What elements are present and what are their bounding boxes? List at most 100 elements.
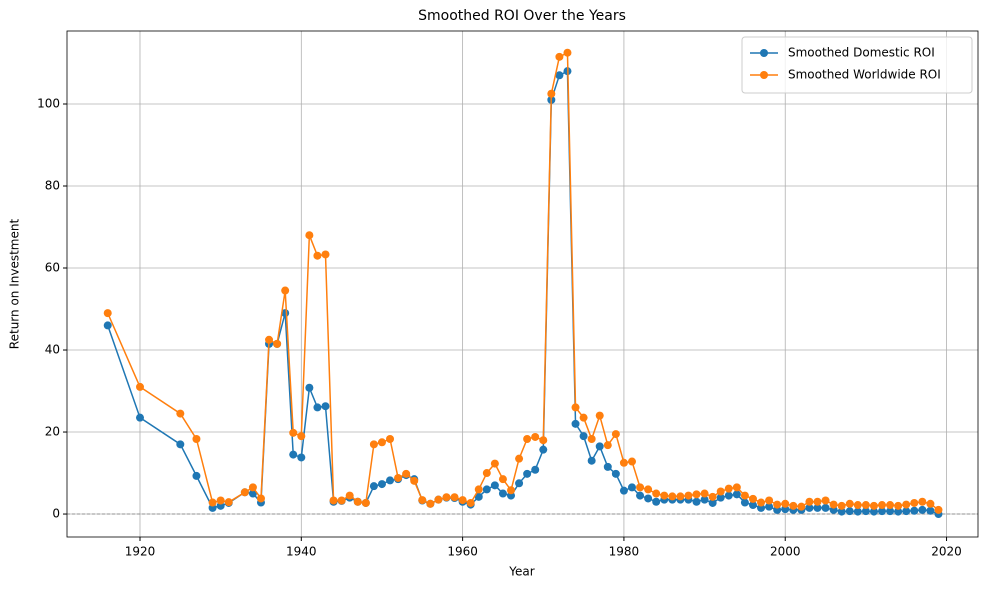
data-point bbox=[684, 491, 693, 500]
data-point bbox=[869, 501, 878, 510]
data-point bbox=[611, 430, 620, 439]
data-point bbox=[700, 495, 709, 504]
data-point bbox=[692, 490, 701, 499]
data-point bbox=[652, 497, 661, 506]
data-point bbox=[377, 438, 386, 447]
data-point bbox=[192, 471, 201, 480]
data-point bbox=[377, 480, 386, 489]
data-point bbox=[902, 500, 911, 509]
data-point bbox=[539, 445, 548, 454]
data-point bbox=[498, 489, 507, 498]
data-point bbox=[240, 488, 249, 497]
data-point bbox=[281, 286, 290, 295]
data-point bbox=[313, 403, 322, 412]
data-point bbox=[627, 457, 636, 466]
data-point bbox=[434, 495, 443, 504]
y-tick-label: 40 bbox=[45, 343, 60, 357]
data-point bbox=[805, 503, 814, 512]
data-point bbox=[442, 493, 451, 502]
chart-title: Smoothed ROI Over the Years bbox=[418, 8, 626, 24]
legend-box bbox=[741, 36, 973, 94]
data-point bbox=[587, 456, 596, 465]
data-point bbox=[821, 503, 830, 512]
data-point bbox=[724, 484, 733, 493]
data-point bbox=[176, 440, 185, 449]
data-point bbox=[337, 496, 346, 505]
data-point bbox=[773, 500, 782, 509]
data-point bbox=[861, 501, 870, 510]
data-point bbox=[103, 321, 112, 330]
data-point bbox=[603, 441, 612, 450]
data-point bbox=[474, 492, 483, 501]
data-point bbox=[563, 48, 572, 57]
data-point bbox=[918, 497, 927, 506]
x-tick-label: 1940 bbox=[286, 545, 317, 559]
data-point bbox=[878, 501, 887, 510]
x-axis-label: Year bbox=[508, 565, 534, 579]
data-point bbox=[474, 485, 483, 494]
data-point bbox=[426, 499, 435, 508]
data-point bbox=[402, 469, 411, 478]
data-point bbox=[386, 476, 395, 485]
data-point bbox=[878, 507, 887, 516]
data-point bbox=[692, 497, 701, 506]
data-point bbox=[265, 335, 274, 344]
data-point bbox=[926, 499, 935, 508]
data-point bbox=[619, 458, 628, 467]
data-point bbox=[579, 413, 588, 422]
data-point bbox=[797, 502, 806, 511]
data-point bbox=[757, 498, 766, 507]
data-point bbox=[329, 496, 338, 505]
data-point bbox=[619, 486, 628, 495]
data-point bbox=[208, 498, 217, 507]
data-point bbox=[708, 498, 717, 507]
data-point bbox=[410, 476, 419, 485]
data-point bbox=[740, 498, 749, 507]
data-point bbox=[740, 491, 749, 500]
data-point bbox=[813, 503, 822, 512]
data-point bbox=[224, 498, 233, 507]
data-point bbox=[305, 383, 314, 392]
data-point bbox=[644, 485, 653, 494]
data-point bbox=[321, 250, 330, 259]
data-point bbox=[135, 382, 144, 391]
data-point bbox=[934, 505, 943, 514]
data-point bbox=[248, 483, 257, 492]
y-tick-label: 0 bbox=[52, 507, 60, 521]
x-tick-label: 1980 bbox=[609, 545, 640, 559]
data-point bbox=[724, 491, 733, 500]
data-point bbox=[837, 501, 846, 510]
data-point bbox=[910, 506, 919, 515]
data-point bbox=[748, 501, 757, 510]
data-point bbox=[361, 498, 370, 507]
data-point bbox=[595, 442, 604, 451]
data-point bbox=[458, 496, 467, 505]
data-point bbox=[289, 450, 298, 459]
data-point bbox=[176, 409, 185, 418]
data-point bbox=[523, 469, 532, 478]
data-point bbox=[482, 469, 491, 478]
data-point bbox=[313, 251, 322, 260]
data-point bbox=[515, 454, 524, 463]
data-point bbox=[861, 507, 870, 516]
data-point bbox=[886, 501, 895, 510]
data-point bbox=[305, 231, 314, 240]
data-point bbox=[498, 475, 507, 484]
data-point bbox=[273, 339, 282, 348]
data-point bbox=[369, 482, 378, 491]
data-point bbox=[192, 434, 201, 443]
data-point bbox=[482, 485, 491, 494]
data-point bbox=[716, 493, 725, 502]
data-point bbox=[765, 496, 774, 505]
series-line bbox=[107, 51, 939, 511]
y-tick-label: 100 bbox=[37, 96, 60, 110]
y-tick-label: 20 bbox=[45, 425, 60, 439]
legend-label: Smoothed Worldwide ROI bbox=[788, 68, 941, 82]
data-point bbox=[587, 434, 596, 443]
x-tick-label: 1920 bbox=[125, 545, 156, 559]
data-point bbox=[466, 498, 475, 507]
x-tick-label: 1960 bbox=[447, 545, 478, 559]
data-point bbox=[869, 507, 878, 516]
data-point bbox=[837, 507, 846, 516]
